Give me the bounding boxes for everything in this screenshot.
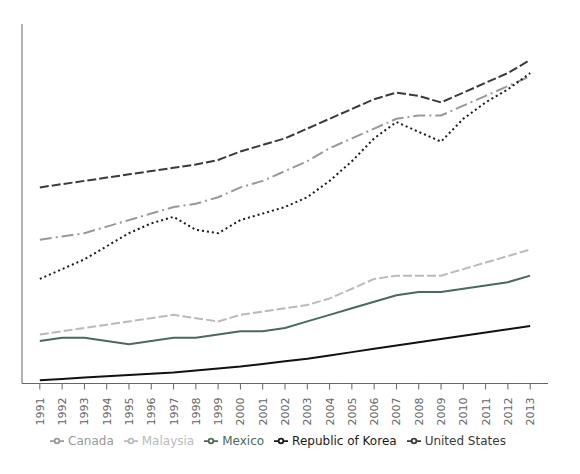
svg-text:2013: 2013: [524, 398, 537, 426]
svg-text:1993: 1993: [78, 398, 91, 426]
svg-text:1995: 1995: [123, 398, 136, 426]
svg-text:1996: 1996: [145, 398, 158, 426]
svg-text:2010: 2010: [457, 398, 470, 426]
svg-text:2009: 2009: [435, 398, 448, 426]
svg-text:1994: 1994: [101, 398, 114, 426]
svg-text:2007: 2007: [390, 398, 403, 426]
html-text:Mexico: Mexico: [222, 433, 265, 448]
svg-text:2002: 2002: [279, 398, 292, 426]
svg-text:2003: 2003: [301, 398, 314, 426]
svg-text:2006: 2006: [368, 398, 381, 426]
html-text:Malaysia: Malaysia: [141, 433, 195, 448]
svg-text:2011: 2011: [480, 398, 493, 426]
svg-text:2008: 2008: [413, 398, 426, 426]
svg-text:1991: 1991: [34, 398, 47, 426]
html-text:Canada: Canada: [68, 433, 114, 448]
svg-text:2004: 2004: [324, 398, 337, 426]
svg-text:2012: 2012: [502, 398, 515, 426]
svg-text:1997: 1997: [168, 398, 181, 426]
svg-text:1992: 1992: [56, 398, 69, 426]
svg-text:2001: 2001: [257, 398, 270, 426]
html-text:United States: United States: [424, 433, 506, 448]
svg-text:1998: 1998: [190, 398, 203, 426]
html-text:Republic of Korea: Republic of Korea: [292, 433, 397, 448]
svg-text:2005: 2005: [346, 398, 359, 426]
svg-text:2000: 2000: [234, 398, 247, 426]
svg-text:1999: 1999: [212, 398, 225, 426]
